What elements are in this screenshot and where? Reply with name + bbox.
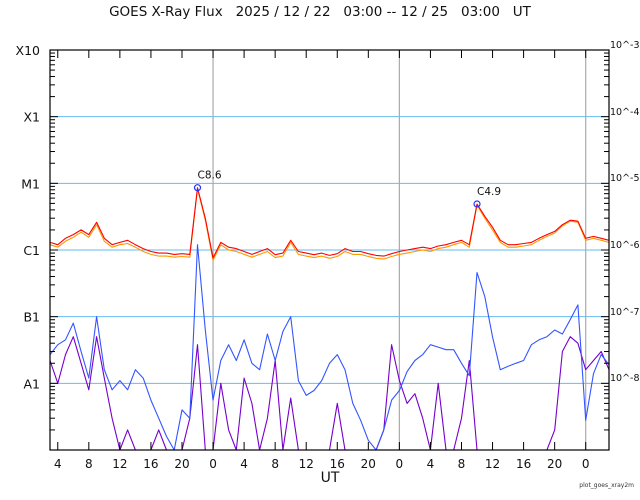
x-tick-label: 4 bbox=[54, 457, 62, 471]
x-tick-label: 8 bbox=[458, 457, 466, 471]
series-line-3 bbox=[49, 244, 610, 451]
y-tick-label-left: A1 bbox=[23, 376, 40, 391]
series-line-0 bbox=[49, 188, 610, 261]
x-tick-label: 4 bbox=[427, 457, 435, 471]
y-tick-label-left: B1 bbox=[23, 310, 40, 325]
peak-label: C4.9 bbox=[477, 186, 501, 198]
y-tick-label-right: 10^-6 bbox=[610, 240, 640, 251]
x-tick-label: 0 bbox=[582, 457, 590, 471]
x-tick-label: 20 bbox=[361, 457, 376, 471]
x-axis-label: UT bbox=[320, 470, 340, 486]
x-tick-label: 16 bbox=[330, 457, 345, 471]
peak-marker bbox=[193, 184, 202, 192]
x-tick-label: 12 bbox=[112, 457, 127, 471]
x-tick-label: 20 bbox=[547, 457, 562, 471]
y-tick-label-right: 10^-4 bbox=[610, 107, 640, 118]
chart-title: GOES X-Ray Flux 2025 / 12 / 22 03:00 -- … bbox=[109, 4, 531, 20]
footer-credit: plot_goes_xray2m bbox=[579, 482, 634, 489]
y-tick-label-right: 10^-3 bbox=[610, 40, 640, 51]
x-tick-label: 0 bbox=[396, 457, 404, 471]
x-tick-label: 8 bbox=[271, 457, 279, 471]
y-tick-label-right: 10^-8 bbox=[610, 373, 640, 384]
y-tick-label-left: M1 bbox=[21, 176, 40, 191]
x-tick-label: 4 bbox=[240, 457, 248, 471]
x-tick-label: 16 bbox=[516, 457, 531, 471]
x-tick-label: 12 bbox=[485, 457, 500, 471]
x-tick-label: 12 bbox=[299, 457, 314, 471]
series-line-1 bbox=[49, 187, 610, 259]
x-tick-label: 20 bbox=[174, 457, 189, 471]
series-line-2 bbox=[49, 336, 610, 451]
x-tick-label: 0 bbox=[209, 457, 217, 471]
y-tick-label-left: X1 bbox=[23, 110, 40, 125]
y-tick-label-left: C1 bbox=[23, 243, 40, 258]
x-tick-label: 16 bbox=[143, 457, 158, 471]
x-tick-label: 8 bbox=[85, 457, 93, 471]
y-tick-label-right: 10^-5 bbox=[610, 173, 640, 184]
y-tick-label-left: X10 bbox=[16, 43, 41, 58]
peak-marker bbox=[473, 200, 481, 208]
y-tick-label-right: 10^-7 bbox=[610, 307, 640, 318]
peak-label: C8.6 bbox=[198, 170, 222, 182]
